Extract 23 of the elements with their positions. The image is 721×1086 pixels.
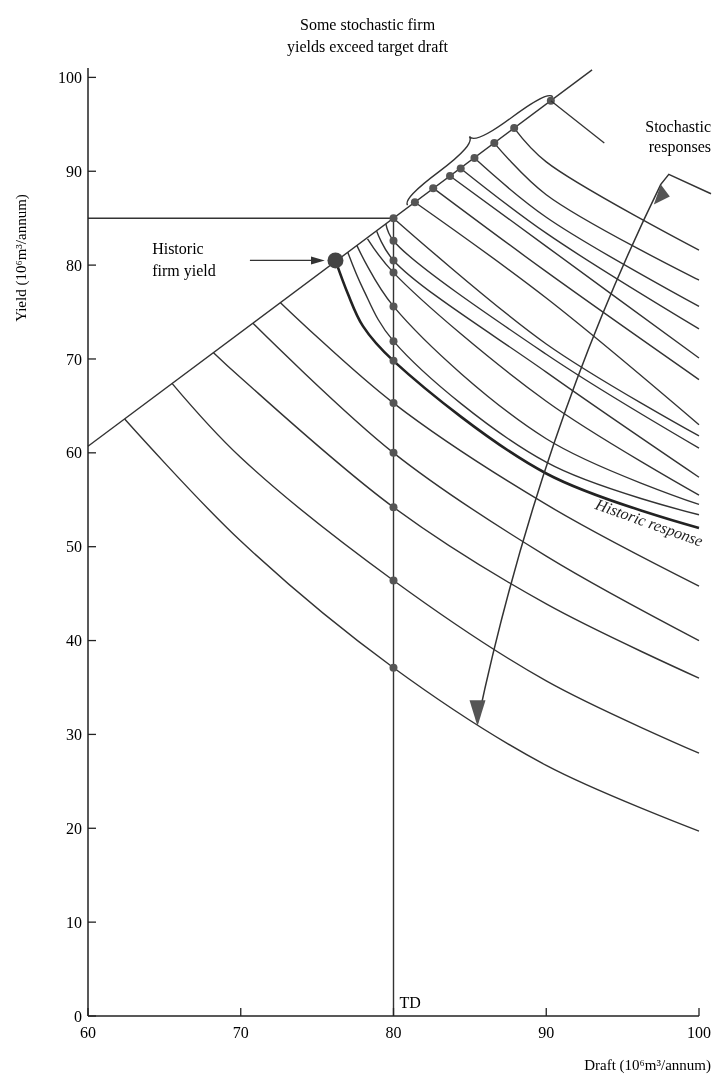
y-tick-label: 90 [66,162,82,180]
y-tick-label: 10 [66,913,82,931]
annotation: TD [399,994,421,1011]
x-tick-label: 100 [687,1024,711,1041]
y-tick-label: 70 [66,350,82,368]
annotation: Stochastic responses [645,117,711,156]
y-axis-title: Yield (10⁶m³/annum) [13,194,30,322]
x-tick-label: 90 [538,1024,555,1041]
y-tick-label: 40 [66,632,82,650]
x-axis-title: Draft (10⁶m³/annum) [584,1057,711,1074]
annotation: Historic firm yield [152,239,216,280]
y-tick-label: 20 [66,819,82,837]
text: Some stochastic firm yields exceed target draft [287,16,449,56]
y-tick-label: 80 [66,256,82,274]
text: Historic response [592,495,706,551]
y-tick-label: 100 [58,68,82,86]
y-tick-label: 60 [66,444,82,462]
y-tick-label: 30 [66,726,82,744]
x-tick-label: 60 [80,1024,96,1041]
y-tick-label: 0 [74,1007,82,1025]
x-tick-label: 70 [232,1024,249,1041]
x-tick-label: 80 [385,1024,402,1041]
y-tick-label: 50 [66,538,82,556]
